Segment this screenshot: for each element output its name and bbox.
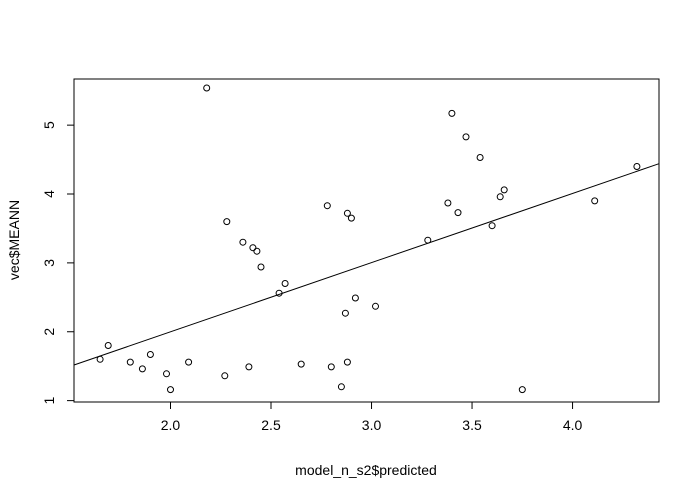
data-point-13	[249, 244, 257, 252]
y-axis-title: vec$MEANN	[6, 200, 22, 280]
x-tick-label-4: 4.0	[563, 417, 583, 433]
data-point-32	[462, 133, 470, 141]
data-point-2	[126, 358, 134, 366]
points-layer	[96, 84, 641, 394]
data-point-39	[633, 163, 641, 170]
y-tick-label-0: 1	[41, 397, 57, 405]
y-tick-label-4: 5	[41, 121, 57, 129]
data-point-38	[591, 197, 599, 205]
data-point-33	[476, 154, 484, 161]
data-point-19	[323, 202, 331, 210]
x-tick-label-2: 3.0	[362, 417, 382, 433]
data-point-8	[203, 84, 211, 92]
data-point-23	[343, 358, 351, 366]
data-point-24	[343, 209, 351, 217]
data-point-11	[239, 238, 247, 246]
data-point-7	[185, 358, 193, 366]
data-point-21	[337, 383, 345, 391]
data-point-3	[138, 365, 146, 373]
data-point-37	[518, 386, 526, 394]
data-point-18	[297, 360, 305, 368]
x-tick-label-1: 2.5	[261, 417, 281, 433]
data-point-10	[223, 218, 231, 226]
data-point-34	[488, 222, 496, 230]
y-tick-label-3: 4	[41, 190, 57, 198]
data-point-15	[257, 263, 265, 271]
data-point-36	[500, 186, 508, 194]
x-axis-title: model_n_s2$predicted	[295, 462, 437, 478]
data-point-26	[351, 294, 359, 302]
data-point-17	[281, 280, 289, 287]
data-point-6	[167, 386, 174, 394]
data-point-30	[448, 109, 456, 117]
plot-frame	[73, 78, 660, 403]
x-axis: 2.0 2.5 3.0 3.5 4.0	[161, 401, 583, 433]
data-point-4	[146, 351, 154, 358]
data-point-25	[347, 214, 355, 222]
regression-line	[73, 163, 660, 366]
data-point-27	[372, 302, 379, 310]
y-axis: 1 2 3 4 5	[41, 121, 75, 405]
y-tick-label-2: 3	[41, 259, 57, 267]
data-point-29	[444, 199, 452, 207]
data-point-9	[221, 372, 229, 380]
fit-line-layer	[73, 163, 660, 366]
data-point-31	[454, 209, 462, 217]
data-point-1	[104, 342, 112, 349]
data-point-35	[496, 193, 504, 201]
y-tick-label-1: 2	[41, 328, 57, 336]
data-point-20	[327, 363, 335, 371]
data-point-22	[341, 309, 349, 317]
data-point-5	[163, 370, 170, 378]
data-point-14	[253, 247, 261, 255]
x-tick-label-0: 2.0	[161, 417, 181, 433]
data-point-12	[245, 363, 253, 371]
x-tick-label-3: 3.5	[462, 417, 482, 433]
